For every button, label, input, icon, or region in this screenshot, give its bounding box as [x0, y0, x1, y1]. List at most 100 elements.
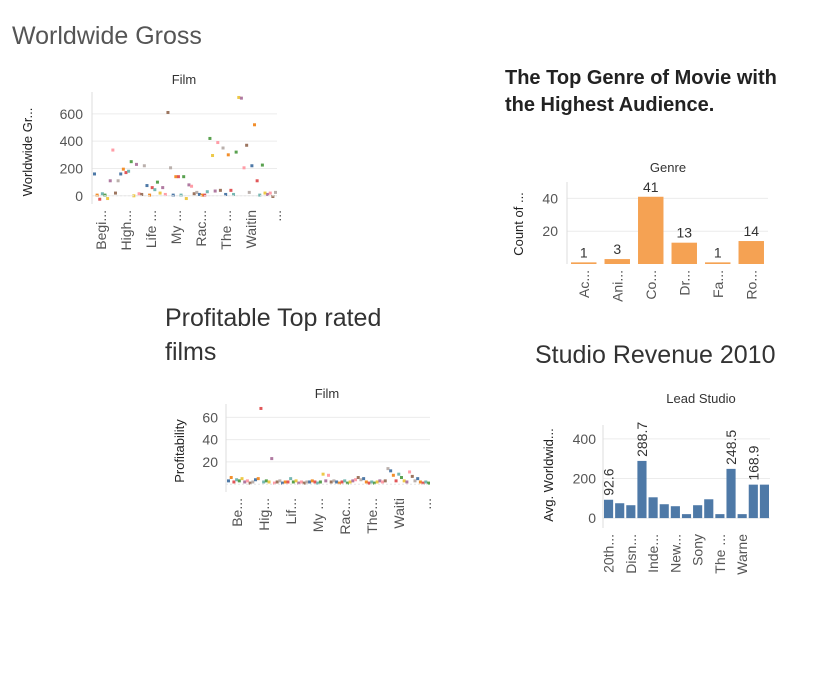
studio-header: Lead Studio [666, 391, 735, 406]
worldwide-x-tick: Rac... [193, 210, 209, 247]
genre-bar [638, 196, 664, 264]
worldwide-gross-title: Worldwide Gross [12, 22, 202, 50]
genre-x-tick: Fa... [710, 270, 726, 298]
studio-y-tick: 400 [573, 431, 597, 447]
profit-point [410, 474, 414, 478]
worldwide-point [187, 183, 191, 187]
profit-point [375, 480, 379, 484]
worldwide-point [103, 193, 107, 197]
profit-point [264, 479, 268, 483]
profit-point [286, 480, 290, 484]
profit-point [418, 480, 422, 484]
profit-point [254, 478, 258, 482]
profit-point [324, 479, 328, 483]
profit-point [262, 480, 266, 484]
worldwide-point [268, 191, 272, 195]
profit-point [237, 479, 241, 483]
genre-data-label: 13 [676, 225, 692, 241]
worldwide-point [250, 164, 254, 168]
worldwide-point [232, 192, 236, 196]
profit-point [367, 481, 371, 485]
profit-point [294, 479, 298, 483]
worldwide-point [158, 191, 162, 195]
profit-point [332, 479, 336, 483]
genre-bar [671, 242, 697, 264]
profit-point [281, 481, 285, 485]
profit-point [227, 479, 230, 483]
profit-point [321, 472, 325, 476]
worldwide-point [166, 110, 170, 114]
profit-point [386, 467, 390, 471]
worldwide-point [148, 193, 152, 197]
profit-point [308, 480, 312, 484]
worldwide-point [253, 123, 257, 127]
genre-x-tick: Co... [643, 270, 659, 300]
profit-point [243, 480, 247, 484]
worldwide-point [93, 172, 96, 176]
profit-point [383, 479, 387, 483]
profit-point [405, 480, 409, 484]
studio-x-tick: Sony [690, 534, 706, 566]
profit-point [313, 480, 317, 484]
worldwide-point [271, 194, 275, 198]
worldwide-plot: 0 200 400 600 Begi... High... Life ... My ... Ra… [60, 92, 284, 250]
profit-point [399, 476, 403, 480]
profit-point [305, 480, 309, 484]
studio-y-axis-label: Avg. Worldwid... [541, 428, 556, 521]
studio-bar [748, 484, 758, 519]
profit-point [343, 479, 347, 483]
profit-point [270, 457, 274, 461]
genre-header: Genre [650, 160, 686, 175]
profit-point [289, 477, 293, 481]
studio-plot: 0 200 400 92.6 288.7 248.5 168.9 20th... Disn...… [573, 422, 770, 575]
worldwide-point [237, 95, 241, 99]
genre-data-label: 1 [580, 244, 588, 260]
profit-y-tick: 20 [202, 454, 218, 470]
worldwide-point [174, 175, 178, 179]
studio-data-label: 248.5 [723, 430, 739, 465]
profit-point [278, 479, 282, 483]
profit-point [356, 476, 360, 480]
studio-bar [715, 514, 725, 519]
worldwide-x-tick: My ... [168, 210, 184, 244]
genre-y-tick: 40 [542, 190, 558, 206]
profit-y-tick: 40 [202, 432, 218, 448]
worldwide-y-tick: 200 [60, 160, 84, 176]
studio-bar [648, 497, 658, 519]
worldwide-point [111, 148, 115, 152]
worldwide-point [169, 166, 173, 170]
worldwide-point [182, 175, 186, 179]
worldwide-point [216, 141, 220, 145]
worldwide-point [224, 192, 228, 196]
studio-data-label: 168.9 [745, 445, 761, 480]
profit-point [299, 480, 303, 484]
profit-header: Film [315, 386, 340, 401]
profit-point [267, 480, 271, 484]
studio-x-tick: Warne [734, 534, 750, 575]
genre-x-tick: Ac... [576, 270, 592, 298]
profit-point [335, 480, 339, 484]
profit-point [413, 479, 417, 483]
studio-bar [637, 460, 647, 519]
worldwide-point [274, 190, 277, 194]
profit-point [416, 477, 420, 481]
profit-point [327, 473, 330, 477]
worldwide-point [113, 191, 117, 195]
worldwide-point [95, 193, 99, 197]
worldwide-point [247, 190, 251, 194]
worldwide-point [140, 192, 144, 196]
top-genre-title: The Top Genre of Movie with the Highest … [505, 67, 777, 116]
worldwide-point [213, 189, 217, 193]
worldwide-point [242, 166, 246, 170]
studio-x-tick: The ... [712, 534, 728, 574]
profit-point [256, 477, 260, 481]
profit-point [359, 478, 363, 482]
studio-x-tick: 20th... [601, 534, 617, 573]
profit-point [394, 479, 398, 483]
profit-point [235, 478, 239, 482]
profit-x-tick: ... [418, 498, 434, 510]
profit-point [259, 406, 263, 410]
worldwide-point [255, 179, 259, 183]
